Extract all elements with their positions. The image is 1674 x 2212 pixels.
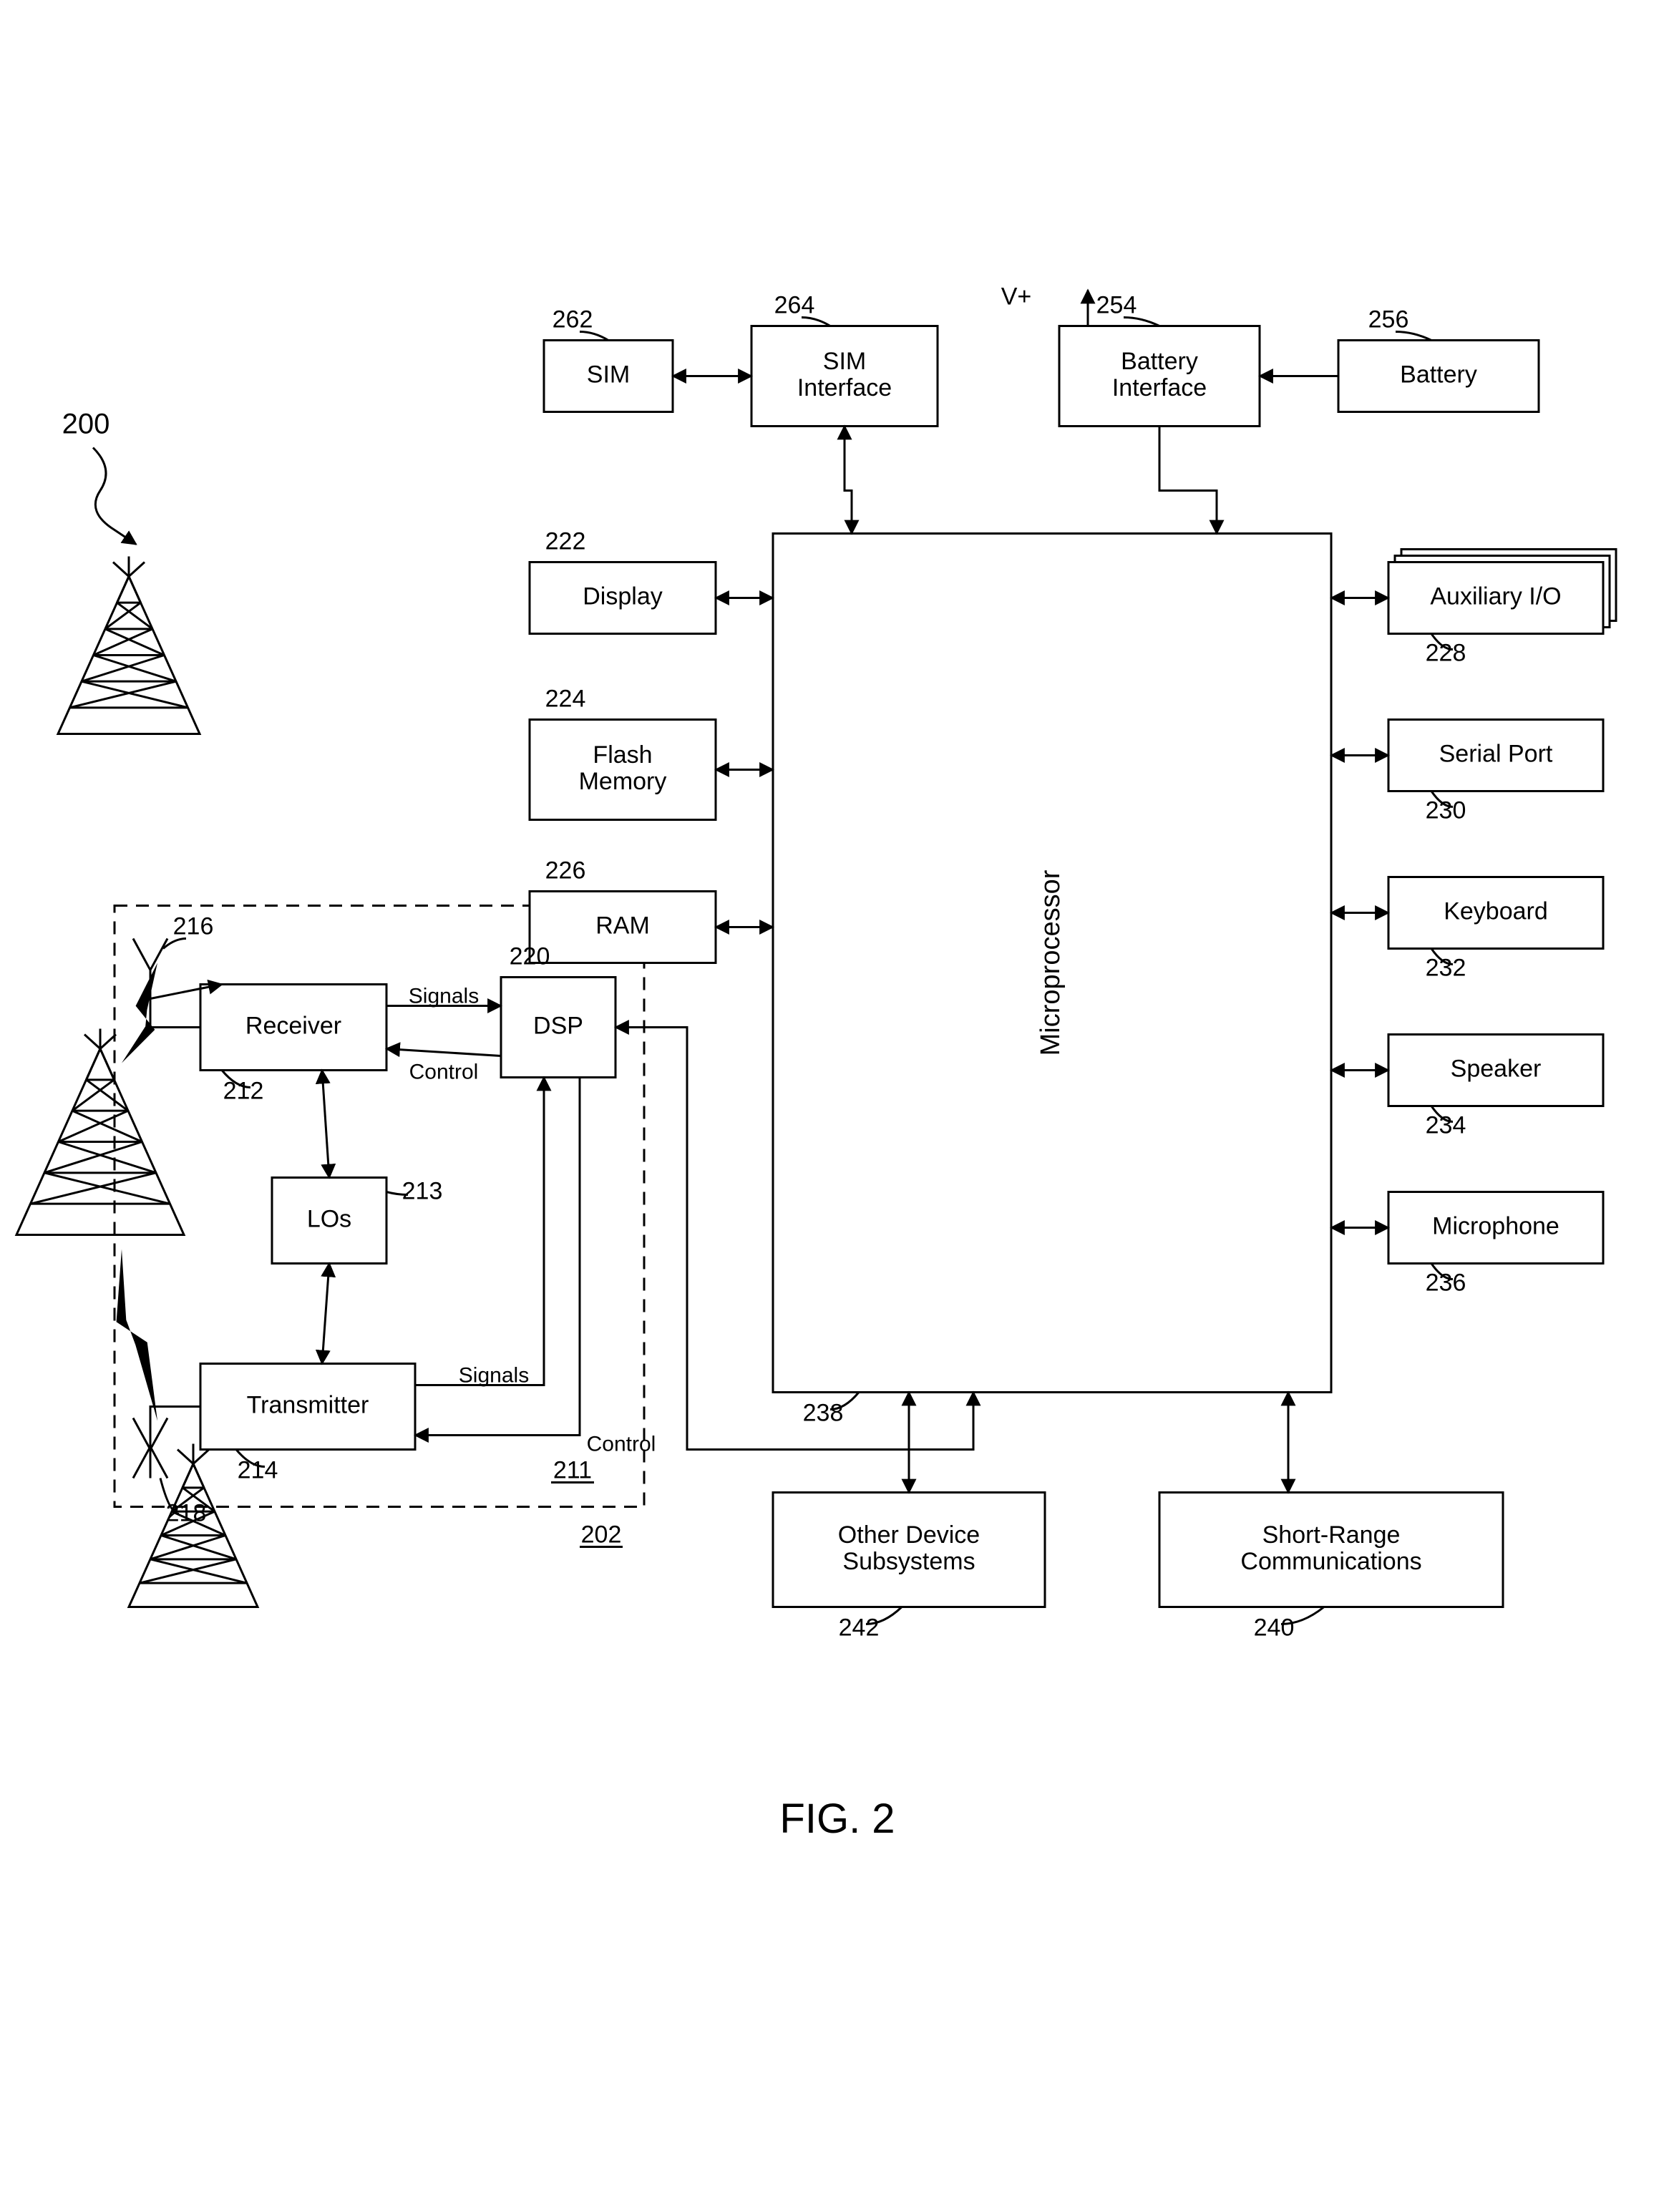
flash-box-label: Memory — [579, 768, 667, 795]
ref-230: 230 — [1426, 797, 1466, 824]
battery_if-box-label: Battery — [1121, 348, 1198, 375]
dsp-rx-ctrl — [386, 1049, 501, 1056]
ref-242: 242 — [839, 1614, 880, 1642]
ref-212: 212 — [223, 1078, 264, 1105]
ref-220: 220 — [510, 943, 550, 970]
device-ref-arrow — [93, 448, 136, 545]
ref-224: 224 — [545, 686, 586, 713]
micro-label: Microprocessor — [1036, 869, 1066, 1056]
ref-222: 222 — [545, 528, 586, 555]
ref-254: 254 — [1096, 292, 1137, 319]
shortrange-box-label: Short-Range — [1262, 1521, 1401, 1549]
tx-signals-label: Signals — [459, 1363, 529, 1387]
battery-box-label: Battery — [1400, 361, 1477, 388]
device-ref: 200 — [62, 409, 110, 440]
dsp-tx-sig — [415, 1078, 544, 1385]
mic-box-label: Microphone — [1432, 1212, 1559, 1239]
tx-control-label: Control — [587, 1432, 656, 1456]
dsp-box-label: DSP — [533, 1012, 583, 1039]
rx-signals-label: Signals — [409, 984, 479, 1008]
batif-micro — [1159, 427, 1217, 534]
ref-211: 211 — [553, 1457, 592, 1484]
los-rx — [322, 1071, 329, 1178]
transmitter-box-label: Transmitter — [247, 1391, 369, 1418]
ref-202: 202 — [581, 1521, 622, 1549]
serial-box-label: Serial Port — [1439, 740, 1553, 767]
ref-214: 214 — [238, 1457, 278, 1484]
ref-236: 236 — [1426, 1270, 1466, 1297]
ref-232: 232 — [1426, 955, 1466, 982]
keyboard-box-label: Keyboard — [1444, 897, 1548, 925]
speaker-box-label: Speaker — [1451, 1055, 1542, 1082]
rx-control-label: Control — [409, 1060, 479, 1083]
ref-238: 238 — [803, 1400, 844, 1427]
figure-label: FIG. 2 — [779, 1796, 895, 1842]
ref-226: 226 — [545, 857, 586, 885]
ram-box-label: RAM — [595, 912, 650, 939]
battery_if-box-label: Interface — [1112, 374, 1207, 401]
auxio-box-label: Auxiliary I/O — [1430, 583, 1561, 610]
other-box-label: Other Device — [838, 1521, 980, 1549]
sim_if-box-label: SIM — [823, 348, 866, 375]
ref-216: 216 — [173, 913, 214, 940]
ref-262: 262 — [553, 306, 593, 333]
sim_if-box-label: Interface — [797, 374, 892, 401]
flash-box-label: Flash — [593, 741, 652, 769]
shortrange-box-label: Communications — [1240, 1548, 1421, 1575]
ref-264: 264 — [774, 292, 815, 319]
bolt-tx — [117, 1249, 157, 1421]
bolt-rx — [122, 963, 157, 1063]
sim-box-label: SIM — [587, 361, 630, 388]
ref-240: 240 — [1254, 1614, 1295, 1642]
simif-micro — [845, 427, 852, 534]
ref-234: 234 — [1426, 1112, 1466, 1139]
rx-antenna — [133, 939, 167, 970]
los-tx — [322, 1264, 329, 1364]
ref-213: 213 — [402, 1178, 443, 1205]
ref-228: 228 — [1426, 640, 1466, 667]
vplus-label: V+ — [1001, 283, 1032, 311]
display-box-label: Display — [583, 583, 662, 610]
los-box-label: LOs — [307, 1205, 351, 1232]
receiver-box-label: Receiver — [245, 1012, 341, 1039]
ref-256: 256 — [1368, 306, 1409, 333]
other-box-label: Subsystems — [842, 1548, 975, 1575]
